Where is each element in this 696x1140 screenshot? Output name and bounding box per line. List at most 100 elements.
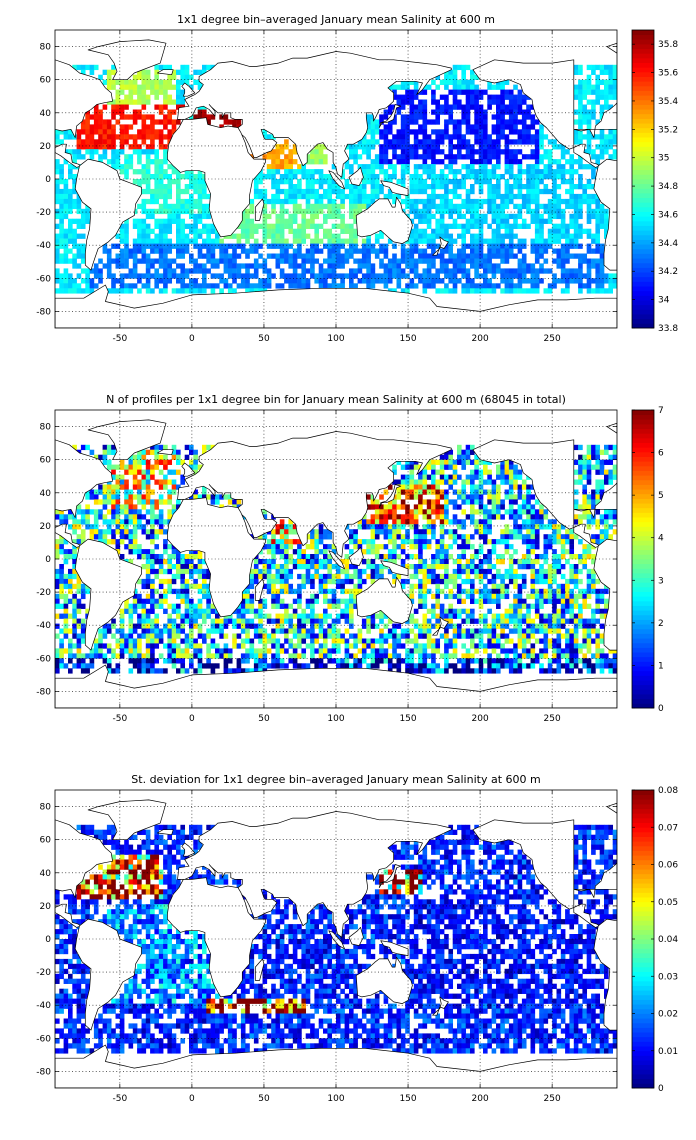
data-bin <box>534 258 540 264</box>
data-bin <box>534 529 540 535</box>
landmass <box>55 143 82 168</box>
data-bin <box>279 149 285 155</box>
data-bin <box>167 84 173 90</box>
data-bin <box>119 529 125 535</box>
data-bin <box>526 188 531 195</box>
data-bin <box>167 479 173 485</box>
data-bin <box>132 598 138 604</box>
data-bin <box>491 484 497 490</box>
data-bin <box>124 273 129 279</box>
data-bin <box>128 154 134 160</box>
data-bin <box>534 544 540 550</box>
data-bin <box>465 243 471 249</box>
data-bin <box>578 139 583 145</box>
landmass <box>348 167 364 186</box>
data-bin <box>426 203 432 210</box>
data-bin <box>457 179 462 185</box>
data-bin <box>137 469 142 475</box>
data-bin <box>310 598 315 604</box>
data-bin <box>180 578 186 585</box>
data-bin <box>327 578 333 585</box>
data-bin <box>461 213 467 220</box>
data-bin <box>158 598 164 604</box>
data-bin <box>271 228 276 234</box>
data-bin <box>448 248 454 254</box>
data-bin <box>366 263 371 269</box>
data-bin <box>163 119 168 125</box>
data-bin <box>150 499 155 505</box>
data-bin <box>344 273 350 279</box>
data-bin <box>262 233 268 239</box>
data-bin <box>102 263 108 269</box>
data-bin <box>145 268 151 274</box>
data-bin <box>158 129 164 135</box>
data-bin <box>457 233 462 239</box>
data-bin <box>470 593 475 600</box>
data-bin <box>483 258 488 264</box>
data-bin <box>517 283 523 289</box>
data-bin <box>547 198 553 205</box>
data-bin <box>297 208 302 215</box>
data-bin <box>470 598 475 604</box>
data-bin <box>141 149 147 155</box>
data-bin <box>89 489 95 495</box>
data-bin <box>543 549 549 555</box>
data-bin <box>292 149 298 155</box>
data-bin <box>496 283 501 289</box>
data-bin <box>137 169 142 175</box>
data-bin <box>483 109 488 115</box>
data-bin <box>413 489 419 495</box>
data-bin <box>413 198 419 205</box>
data-bin <box>318 564 324 570</box>
data-bin <box>383 174 389 180</box>
data-bin <box>279 218 285 224</box>
data-bin <box>137 94 142 100</box>
data-bin <box>543 248 549 254</box>
data-bin <box>439 218 445 224</box>
landmass <box>432 236 449 256</box>
data-bin <box>323 144 328 150</box>
data-bin <box>539 238 544 244</box>
data-bin <box>271 203 276 210</box>
data-bin <box>63 593 69 600</box>
data-bin <box>145 124 151 130</box>
data-bin <box>206 568 211 575</box>
data-bin <box>413 233 419 239</box>
data-bin <box>318 549 324 555</box>
data-bin <box>314 243 320 249</box>
data-bin <box>504 218 510 224</box>
data-bin <box>310 213 315 220</box>
data-bin <box>504 268 510 274</box>
data-bin <box>189 583 194 590</box>
data-bin <box>465 268 471 274</box>
data-bin <box>444 559 449 565</box>
data-bin <box>508 193 514 200</box>
data-bin <box>444 288 449 294</box>
data-bin <box>59 243 64 249</box>
data-bin <box>396 283 402 289</box>
data-bin <box>521 564 527 570</box>
data-bin <box>197 218 203 224</box>
data-bin <box>158 169 164 175</box>
data-bin <box>483 124 488 130</box>
data-bin <box>396 258 402 264</box>
data-bin <box>599 213 605 220</box>
data-bin <box>413 154 419 160</box>
data-bin <box>150 263 155 269</box>
data-bin <box>219 253 224 259</box>
data-bin <box>552 223 557 229</box>
data-bin <box>310 208 315 215</box>
data-bin <box>444 119 449 125</box>
data-bin <box>504 509 510 515</box>
data-bin <box>508 89 514 95</box>
data-bin <box>478 243 484 249</box>
data-bin <box>197 179 203 185</box>
data-bin <box>578 208 583 215</box>
data-bin <box>491 598 497 604</box>
data-bin <box>426 524 432 530</box>
data-bin <box>210 499 216 505</box>
data-bin <box>595 288 601 294</box>
data-bin <box>547 149 553 155</box>
data-bin <box>305 283 311 289</box>
data-bin <box>496 539 501 545</box>
